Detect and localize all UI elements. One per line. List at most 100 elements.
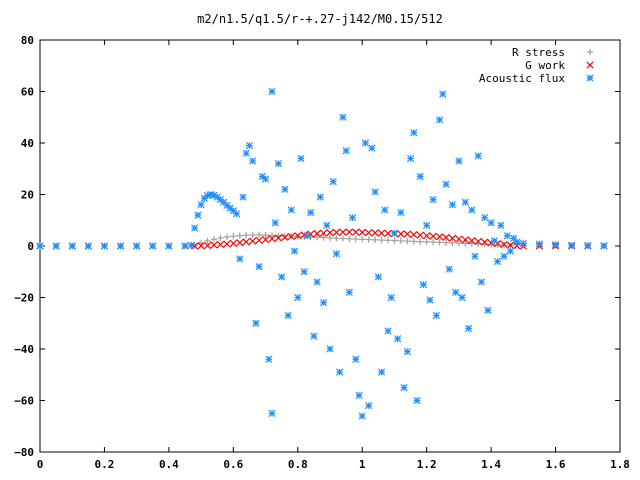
data-point	[361, 139, 370, 147]
marker-stroke	[287, 206, 295, 214]
data-point	[390, 229, 399, 237]
data-point	[503, 232, 511, 240]
data-point	[339, 113, 347, 121]
data-point	[358, 412, 366, 420]
marker-stroke	[371, 188, 379, 196]
marker-stroke	[484, 306, 492, 314]
marker-stroke	[503, 232, 511, 240]
marker-stroke	[310, 332, 318, 340]
data-point	[345, 228, 353, 236]
data-point	[232, 210, 241, 218]
data-point	[294, 293, 302, 302]
data-point	[210, 241, 218, 249]
data-point	[313, 278, 321, 286]
y-tick-label: 60	[21, 86, 34, 99]
marker-stroke	[274, 159, 283, 168]
data-point	[384, 237, 392, 244]
marker-stroke	[416, 231, 424, 239]
marker-stroke	[584, 241, 592, 250]
data-point	[36, 242, 44, 250]
marker-stroke	[339, 228, 347, 236]
legend-label: Acoustic flux	[479, 72, 565, 85]
marker-stroke	[442, 233, 450, 242]
data-point	[416, 231, 424, 239]
marker-stroke	[197, 201, 205, 209]
marker-stroke	[352, 228, 360, 236]
x-tick-label: 1.6	[546, 458, 566, 471]
data-point	[329, 178, 337, 186]
x-tick-label: 1	[359, 458, 366, 471]
marker-stroke	[345, 288, 353, 296]
data-point	[249, 237, 257, 245]
marker-stroke	[261, 235, 270, 244]
data-point	[216, 240, 225, 249]
y-tick-label: 80	[21, 34, 34, 47]
marker-stroke	[271, 219, 279, 227]
data-point	[500, 252, 508, 260]
marker-stroke	[368, 144, 376, 152]
data-point	[236, 232, 243, 239]
marker-stroke	[242, 238, 250, 246]
marker-stroke	[313, 230, 321, 238]
marker-stroke	[236, 239, 244, 247]
marker-stroke	[442, 180, 450, 188]
marker-stroke	[506, 247, 515, 255]
data-point	[381, 206, 389, 214]
data-point	[403, 347, 411, 356]
marker-stroke	[194, 211, 202, 219]
data-point	[423, 238, 430, 246]
data-point	[410, 238, 417, 245]
marker-stroke	[307, 208, 315, 217]
marker-stroke	[323, 221, 331, 230]
data-point	[236, 239, 244, 247]
data-point	[455, 235, 463, 243]
marker-stroke	[274, 234, 283, 242]
marker-stroke	[371, 229, 379, 237]
marker-stroke	[245, 141, 254, 150]
marker-stroke	[268, 87, 276, 96]
data-point	[468, 236, 476, 245]
marker-stroke	[513, 238, 521, 246]
data-point	[307, 208, 315, 217]
marker-stroke	[355, 391, 363, 399]
data-point	[268, 87, 276, 96]
data-point	[493, 257, 502, 266]
marker-stroke	[394, 335, 402, 343]
marker-stroke	[477, 278, 486, 286]
marker-stroke	[361, 139, 370, 147]
legend-label: G work	[525, 59, 565, 72]
marker-stroke	[236, 255, 244, 263]
marker-stroke	[403, 347, 411, 356]
data-point	[406, 154, 415, 163]
data-point	[445, 265, 453, 273]
data-point	[365, 402, 373, 410]
y-tick-label: −80	[14, 446, 34, 459]
marker-stroke	[519, 239, 527, 248]
marker-stroke	[487, 219, 495, 227]
marker-stroke	[210, 241, 218, 249]
data-point	[378, 236, 385, 244]
data-point	[397, 237, 405, 245]
data-point	[365, 228, 373, 237]
data-point	[458, 293, 466, 302]
y-tick-label: 40	[21, 137, 34, 150]
marker-stroke	[481, 238, 489, 246]
marker-stroke	[416, 172, 424, 181]
marker-stroke	[268, 409, 276, 417]
marker-stroke	[281, 233, 289, 241]
data-point	[487, 219, 495, 227]
data-point	[149, 242, 157, 250]
marker-stroke	[551, 241, 560, 249]
data-point	[600, 242, 608, 250]
data-point	[455, 239, 463, 247]
marker-stroke	[426, 296, 434, 304]
data-point	[394, 335, 402, 343]
data-point	[449, 239, 456, 247]
marker-stroke	[410, 231, 418, 239]
marker-stroke	[319, 299, 328, 307]
marker-stroke	[397, 230, 405, 238]
data-point	[236, 255, 244, 263]
data-point	[294, 232, 302, 240]
